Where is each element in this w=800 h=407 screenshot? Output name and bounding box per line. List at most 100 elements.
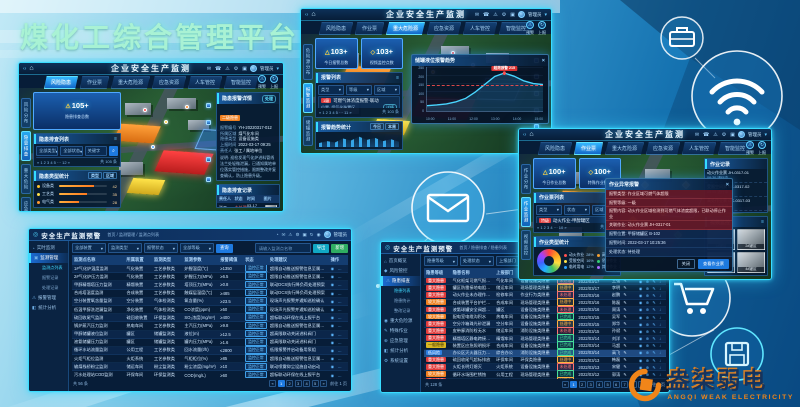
- filter-select[interactable]: 等级 ▾: [346, 84, 372, 95]
- record-row[interactable]: 张工 未处理 03-17 09:25: [217, 203, 279, 208]
- filter-select[interactable]: 监测类型 ▾: [108, 243, 142, 253]
- search-input[interactable]: 关键字: [84, 146, 107, 156]
- layout-toggle-icon[interactable]: ‹›: [23, 65, 27, 72]
- highlight-zone-yellow[interactable]: [126, 177, 165, 195]
- side-tab[interactable]: 应急资源: [21, 197, 31, 211]
- sidebar-item[interactable]: ⌂ 首页概览: [384, 258, 407, 264]
- sidebar-item[interactable]: 隐患列表: [394, 288, 411, 293]
- tab[interactable]: 重大危险源: [385, 22, 425, 35]
- avatar[interactable]: [517, 11, 525, 18]
- sidebar-item[interactable]: 处理记录: [42, 285, 59, 290]
- highlight-zone-red[interactable]: [154, 150, 214, 175]
- tab[interactable]: 重大危险源: [604, 142, 644, 155]
- tab[interactable]: 重大危险源: [110, 76, 150, 89]
- more-icon[interactable]: ≡: [761, 219, 764, 225]
- hazard-list-item[interactable]: 二级气化炉区域泄漏隐患 位置: 煤气化车间详情: [36, 157, 118, 158]
- close-icon[interactable]: ×: [725, 181, 729, 188]
- row-action-icons[interactable]: ◉ ✎ ↓: [330, 331, 348, 337]
- page-button[interactable]: 2: [286, 380, 294, 387]
- row-action-icons[interactable]: ◉ ✎ ↓: [330, 356, 348, 362]
- header-icon[interactable]: ☎: [483, 11, 490, 18]
- trend-pill[interactable]: 本周: [385, 123, 399, 130]
- row-action-icons[interactable]: ◉ ✎ ↓: [330, 307, 348, 313]
- edit-icon[interactable]: ✎: [623, 292, 627, 298]
- page-button[interactable]: 2: [578, 381, 586, 388]
- map-marker[interactable]: [151, 144, 155, 149]
- edit-icon[interactable]: ✎: [623, 306, 627, 312]
- table-row[interactable]: 一般隐患 装置区应急照明损坏 合成车间 设备设施类隐患 已完成 2022/03/…: [424, 341, 666, 350]
- header-icon[interactable]: ⚠: [713, 131, 718, 138]
- chevron-down-icon[interactable]: ▾: [276, 65, 279, 72]
- filter-select[interactable]: 类型 ▾: [536, 204, 562, 215]
- row-action-icons[interactable]: ◉ ⊕ ✎ ↓: [638, 350, 663, 356]
- trend-pill[interactable]: 今日: [370, 123, 384, 130]
- edit-icon[interactable]: ✎: [623, 314, 627, 320]
- table-row[interactable]: 低温甲醇洗泄漏监测 净化装置 气体检测类 CO浓度(ppm) ≥50 监控正常 …: [72, 305, 348, 315]
- page-button[interactable]: 1: [277, 380, 285, 387]
- tab[interactable]: 风险隐患: [318, 22, 353, 35]
- tab[interactable]: 作业票: [354, 22, 384, 35]
- quick-button[interactable]: ↻ 上报: [270, 75, 278, 90]
- filter-select[interactable]: 处理状态 ▾: [460, 256, 494, 266]
- table-row[interactable]: 重大隐患 硫回收尾气超标排放 环保车间 环保类隐患 处理中 2022/03/13…: [424, 355, 666, 365]
- filter-select[interactable]: 状态 ▾: [564, 204, 590, 215]
- header-icon[interactable]: ◉: [316, 231, 321, 237]
- row-action-icons[interactable]: ◉ ⊕ ✎ ↓: [638, 292, 663, 298]
- row-action-icons[interactable]: ◉ ✎ ↓: [330, 315, 348, 321]
- filter-select[interactable]: 类型 ▾: [318, 84, 344, 95]
- table-row[interactable]: 合成塔温度监测 合成装置 工艺参数类 触媒层温度(℃) ≥485 监控正常 联动…: [72, 288, 348, 298]
- search-button[interactable]: 查询: [216, 243, 233, 253]
- layout-toggle-icon[interactable]: ‹›: [523, 131, 527, 138]
- more-icon[interactable]: ≡: [114, 136, 117, 142]
- goto-page[interactable]: 前往 1 页: [330, 380, 347, 386]
- record-thumbnail[interactable]: [264, 204, 277, 208]
- map-marker[interactable]: [143, 107, 148, 112]
- sidebar-item[interactable]: ⚠ 隐患排查: [381, 276, 420, 286]
- table-row[interactable]: 较大隐患 配电室电缆沟积水 热电车间 设备设施类隐患 已完成 2022/03/1…: [424, 312, 666, 322]
- camera-thumbnail[interactable]: 4#罐区: [737, 252, 765, 273]
- filter-select[interactable]: 报警状态 ▾: [144, 243, 178, 253]
- header-icon[interactable]: ✉: [206, 65, 212, 72]
- table-row[interactable]: 锅炉蒸汽压力监测 热电车间 工艺参数类 主汽压力(MPa) ≥9.8 监控正常 …: [72, 321, 348, 331]
- table-row[interactable]: 重大隐患 动火作业未办理作业票 检修车间 作业行为类隐患 未处理 2022/03…: [424, 291, 666, 300]
- side-tab[interactable]: 隐患排查: [21, 131, 31, 161]
- stats-pill[interactable]: 类型: [88, 172, 102, 179]
- table-row[interactable]: 硫回收尾气监测 硫回收装置 环保监测类 SO₂浓度(mg/m³) ≥400 监控…: [72, 313, 348, 323]
- add-button[interactable]: 新增: [331, 243, 348, 253]
- page-button[interactable]: 1: [570, 381, 578, 388]
- table-row[interactable]: 甲醇储罐液位监测 罐区 储罐监测类 液位(m) ≥12.5 监控正常 超高限联动…: [72, 329, 348, 339]
- sidebar-item[interactable]: ▣ 监测管理: [29, 253, 68, 263]
- sidebar-item[interactable]: 隐患统计: [394, 298, 411, 303]
- sidebar-item[interactable]: ◧ 统计分析: [384, 348, 409, 353]
- table-row[interactable]: 火炬气柜位监测 火炬系统 工艺参数类 气柜柜位(%) ≥85 监控正常 超限自动…: [72, 354, 348, 364]
- sidebar-item[interactable]: 报警记录: [42, 275, 59, 280]
- layout-toggle-icon[interactable]: ‹›: [305, 11, 309, 18]
- avatar[interactable]: [249, 65, 257, 72]
- chevron-down-icon[interactable]: ▾: [764, 131, 767, 138]
- header-icon[interactable]: ☎: [215, 65, 222, 72]
- table-row[interactable]: 低风险 办公区灭火器压力不足 综合办公 消防设施类隐患 已完成 2022/03/…: [424, 348, 666, 358]
- row-action-icons[interactable]: ◉ ⊕ ✎ ↓: [638, 307, 663, 313]
- row-action-icons[interactable]: ◉ ✎ ↓: [330, 282, 348, 288]
- table-row[interactable]: 1#气化炉温度监测 气化装置 工艺参数类 炉膛温度(℃) ≥1350 监控正常 …: [72, 265, 348, 274]
- export-button[interactable]: 导出: [312, 243, 330, 253]
- filter-select[interactable]: 全部状态 ▾: [60, 146, 83, 156]
- sidebar-item[interactable]: ⚙ 系统设置: [384, 358, 409, 363]
- popup-button[interactable]: 查看作业票: [698, 258, 729, 269]
- sidebar-item[interactable]: ◔ 实时监测: [32, 245, 55, 251]
- map-marker[interactable]: [206, 102, 212, 108]
- edit-icon[interactable]: ✎: [623, 328, 627, 334]
- avatar[interactable]: [737, 131, 745, 138]
- side-tab[interactable]: 视频监控: [521, 230, 531, 260]
- edit-icon[interactable]: ✎: [623, 357, 627, 363]
- side-tab[interactable]: 作业监测: [521, 197, 531, 227]
- table-row[interactable]: 污水处理站COD监测 环保车间 环保监测类 COD(mg/L) ≥60 监控正常…: [72, 370, 348, 378]
- map-marker[interactable]: [164, 119, 169, 124]
- home-icon[interactable]: ⌂: [529, 131, 534, 138]
- row-action-icons[interactable]: ◉ ⊕ ✎ ↓: [638, 300, 663, 306]
- side-tab[interactable]: 危险源分布: [303, 44, 313, 80]
- page-button[interactable]: «: [269, 380, 277, 387]
- table-row[interactable]: 较大隐患 循环水场围栏锈蚀 公用工程 现场管理类隐患 已完成 2022/03/1…: [424, 370, 666, 379]
- header-icon[interactable]: ▣: [302, 231, 307, 237]
- pagination[interactable]: « 1 2 3 4 5 ··· 12 »: [37, 159, 70, 165]
